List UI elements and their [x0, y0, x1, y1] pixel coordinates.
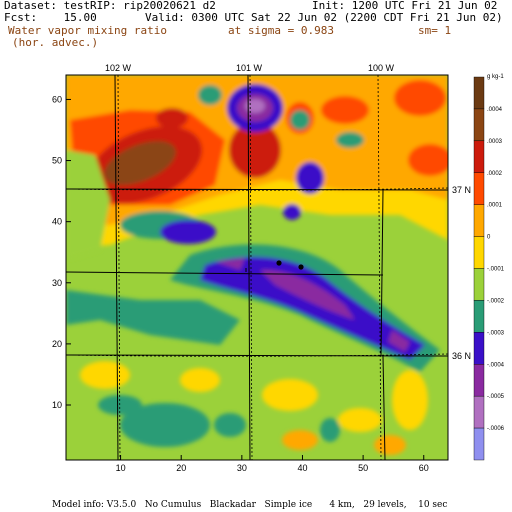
colorbar-label: .0003	[487, 139, 503, 145]
colorbar-cell	[473, 76, 485, 110]
x-tick-label: 60	[419, 463, 429, 473]
colorbar-cell	[473, 300, 485, 333]
init-label: Init: 1200 UTC Fri 21 Jun 02	[312, 0, 498, 12]
lon-label-100w: 100 W	[368, 63, 395, 73]
x-tick-label: 10	[116, 463, 126, 473]
colorbar-cell	[473, 332, 485, 365]
colorbar-cell	[473, 172, 485, 205]
lat-label-37n: 37 N	[452, 185, 471, 195]
lon-label-101w: 101 W	[236, 63, 263, 73]
colorbar-label: -.0006	[487, 426, 505, 432]
y-tick-label: 10	[52, 400, 62, 410]
color-bar: .0004 .0003 .0002 .0001 0 -.0001 -.0002 -.0003 -…	[473, 76, 505, 461]
colorbar-label: .0001	[487, 203, 503, 209]
lon-label-102w: 102 W	[105, 63, 132, 73]
colorbar-label: -.0001	[487, 267, 505, 273]
model-info-footer: Model info: V3.5.0 No Cumulus Blackadar …	[52, 500, 448, 510]
field-subtitle-label: (hor. advec.)	[12, 36, 99, 49]
field-name-label: Water vapor mixing ratio	[8, 24, 167, 37]
x-tick-label: 40	[297, 463, 307, 473]
colorbar-unit: g kg-1	[487, 74, 504, 80]
x-tick-label: 50	[358, 463, 368, 473]
plot-frame	[65, 74, 449, 461]
lat-label-36n: 36 N	[452, 351, 471, 361]
sigma-label: at sigma = 0.983	[228, 24, 334, 37]
y-axis-ticks: 10 20 30 40 50 60	[52, 94, 71, 410]
lat-lon-grid	[65, 74, 449, 461]
colorbar-label: -.0005	[487, 394, 505, 400]
station-dot	[276, 260, 282, 266]
colorbar-cell	[473, 204, 485, 237]
y-tick-label: 60	[52, 94, 62, 104]
x-tick-label: 30	[237, 463, 247, 473]
rip-label: RIP: rip20020621 d2	[90, 0, 216, 12]
x-tick-label: 20	[176, 463, 186, 473]
colorbar-cell	[473, 395, 485, 429]
colorbar-label: .0002	[487, 171, 503, 177]
dataset-label: Dataset: test	[4, 0, 91, 12]
colorbar-cell	[473, 236, 485, 269]
station-dot	[298, 264, 304, 270]
forecast-label: Fcst: 15.00	[4, 11, 97, 24]
x-axis-ticks: 10 20 30 40 50 60	[116, 455, 429, 473]
colorbar-cell	[473, 427, 485, 461]
colorbar-label: -.0003	[487, 330, 505, 336]
colorbar-label: 0	[487, 235, 491, 241]
colorbar-cell	[473, 268, 485, 301]
colorbar-cell	[473, 108, 485, 142]
colorbar-label: -.0002	[487, 298, 505, 304]
valid-time-label: Valid: 0300 UTC Sat 22 Jun 02 (2200 CDT …	[145, 11, 503, 24]
colorbar-cell	[473, 140, 485, 173]
colorbar-label: .0004	[487, 107, 503, 113]
colorbar-cell	[473, 364, 485, 397]
contour-field	[66, 75, 448, 460]
y-tick-label: 20	[52, 339, 62, 349]
smoothing-label: sm= 1	[418, 24, 452, 37]
colorbar-label: -.0004	[487, 362, 505, 368]
y-tick-label: 50	[52, 156, 62, 166]
y-tick-label: 30	[52, 278, 62, 288]
y-tick-label: 40	[52, 217, 62, 227]
